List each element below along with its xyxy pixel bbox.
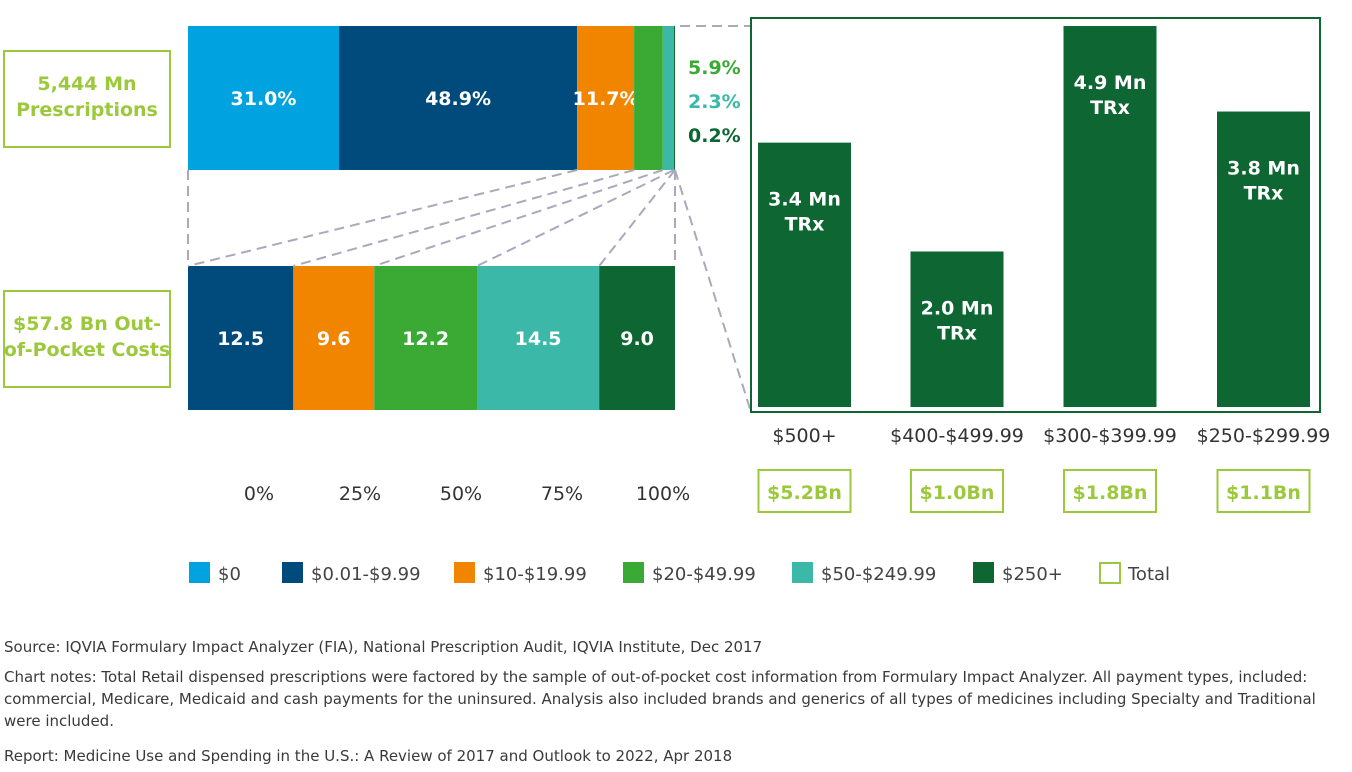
- detail-bar: [1063, 26, 1157, 407]
- row-label-box: [3, 50, 171, 148]
- stacked-segment: [674, 26, 675, 170]
- segment-label: 14.5: [515, 328, 562, 350]
- row-label: 5,444 Mn Prescriptions: [16, 73, 158, 121]
- x-tick-label: 100%: [636, 483, 690, 505]
- stacked-segment: [374, 266, 477, 410]
- x-tick-label: 75%: [541, 483, 583, 505]
- segment-label: 31.0%: [231, 88, 297, 110]
- x-tick-label: 25%: [339, 483, 381, 505]
- legend-swatch: [1099, 562, 1121, 584]
- total-box: [910, 469, 1004, 513]
- x-tick-label: 50%: [440, 483, 482, 505]
- detail-bar-label: 3.8 Mn TRx: [1227, 158, 1300, 205]
- row-label: $57.8 Bn Out-of-Pocket Costs: [4, 313, 171, 361]
- stacked-segment: [476, 266, 600, 410]
- stacked-segment: [634, 26, 663, 170]
- total-box: [757, 469, 852, 513]
- connector-line: [187, 169, 578, 267]
- connector-line: [373, 169, 664, 267]
- segment-label: 11.7%: [573, 88, 639, 110]
- total-box: [1216, 469, 1311, 513]
- legend-label: $10-$19.99: [483, 564, 587, 585]
- legend-swatch: [973, 562, 994, 583]
- legend-swatch: [189, 562, 210, 583]
- detail-connector: [674, 169, 752, 413]
- detail-bar: [910, 251, 1004, 407]
- legend-swatch: [454, 562, 475, 583]
- segment-label: 48.9%: [425, 88, 491, 110]
- legend-label: $0.01-$9.99: [311, 564, 421, 585]
- stacked-segment: [662, 26, 675, 170]
- connector-line: [598, 169, 676, 267]
- stacked-segment: [293, 266, 375, 410]
- legend-swatch: [792, 562, 813, 583]
- chart-notes: Chart notes: Total Retail dispensed pres…: [4, 668, 1316, 730]
- segment-label: 12.2: [402, 328, 449, 350]
- segment-label: 9.0: [620, 328, 654, 350]
- x-tick-label: 0%: [244, 483, 274, 505]
- total-label: $1.0Bn: [920, 482, 995, 504]
- detail-panel-frame: [750, 17, 1321, 413]
- detail-bar: [758, 142, 851, 407]
- outside-segment-label: 2.3%: [688, 91, 741, 113]
- detail-category-label: $400-$499.99: [890, 425, 1024, 447]
- total-box: [1063, 469, 1157, 513]
- detail-bar: [1217, 111, 1310, 407]
- detail-category-label: $250-$299.99: [1197, 425, 1331, 447]
- detail-category-label: $500+: [772, 425, 836, 447]
- legend-swatch: [623, 562, 644, 583]
- outside-segment-label: 5.9%: [688, 57, 741, 79]
- stacked-segment: [338, 26, 578, 170]
- connector-line: [293, 169, 635, 267]
- total-label: $1.1Bn: [1226, 482, 1301, 504]
- outside-segment-label: 0.2%: [688, 125, 741, 147]
- segment-label: 12.5: [217, 328, 264, 350]
- row-label-box: [3, 290, 171, 388]
- legend-swatch: [282, 562, 303, 583]
- segment-label: 9.6: [317, 328, 351, 350]
- legend-label: $20-$49.99: [652, 564, 756, 585]
- stacked-segment: [188, 26, 339, 170]
- legend-label: $0: [218, 564, 241, 585]
- detail-bar-label: 4.9 Mn TRx: [1074, 72, 1147, 119]
- detail-bar-label: 2.0 Mn TRx: [921, 297, 994, 344]
- connector-line: [476, 169, 675, 267]
- detail-category-label: $300-$399.99: [1043, 425, 1177, 447]
- legend-label: Total: [1127, 564, 1170, 585]
- total-label: $5.2Bn: [767, 482, 842, 504]
- stacked-segment: [577, 26, 635, 170]
- stacked-segment: [188, 266, 294, 410]
- total-label: $1.8Bn: [1073, 482, 1148, 504]
- chart: 31.0% 48.9% 11.7% 5,444 Mn Prescriptions 12.5…: [3, 17, 1331, 585]
- stacked-segment: [599, 266, 675, 410]
- legend-label: $250+: [1002, 564, 1063, 585]
- source-note: Source: IQVIA Formulary Impact Analyzer …: [4, 638, 763, 656]
- report-note: Report: Medicine Use and Spending in the…: [4, 747, 733, 765]
- detail-bar-label: 3.4 Mn TRx: [768, 189, 841, 236]
- legend-label: $50-$249.99: [821, 564, 936, 585]
